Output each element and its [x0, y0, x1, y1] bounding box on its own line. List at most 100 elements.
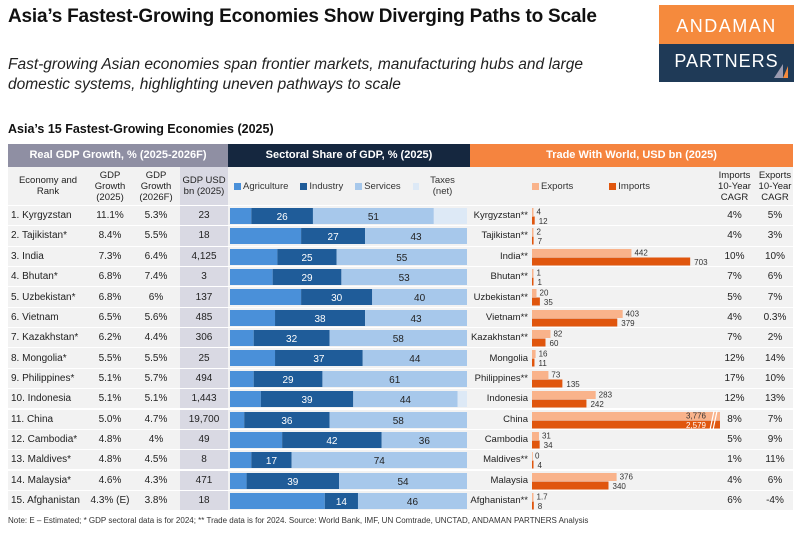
- sector-segment-agriculture: [230, 431, 283, 448]
- sector-value-label: 27: [328, 232, 340, 243]
- exports-cagr: 6%: [767, 271, 783, 283]
- sector-segment-services: [336, 248, 467, 265]
- sector-value-label: 55: [396, 253, 408, 264]
- gdp-growth-2026: 5.5%: [144, 230, 168, 242]
- sector-segment-services: [365, 309, 467, 326]
- sector-group-header: Sectoral Share of GDP, % (2025): [228, 144, 470, 167]
- exports-value-label: 82: [553, 330, 562, 339]
- legend-swatch: [355, 182, 363, 190]
- trade-country-name: Kyrgyzstan**: [473, 210, 528, 222]
- imports-bar: [532, 501, 534, 510]
- sector-segment-industry: [251, 208, 313, 224]
- exports-value-label: 1.7: [537, 492, 549, 501]
- page-title: Asia’s Fastest-Growing Economies Show Di…: [8, 6, 597, 27]
- exports-value-label: 2: [537, 228, 542, 237]
- imports-value-label: 11: [538, 359, 547, 368]
- sector-segment-agriculture: [230, 330, 254, 347]
- imports-bar: [532, 420, 720, 428]
- imports-bar: [532, 297, 540, 306]
- table-row: 8. Mongolia* 5.5% 5.5% 25 Mongolia 12% 14% 37 44…: [8, 347, 793, 368]
- exports-value-label: 283: [599, 391, 613, 400]
- exports-cagr: 11%: [765, 454, 785, 466]
- sail-icon: [774, 64, 788, 78]
- gdp-usd: 471: [180, 470, 228, 490]
- imports-value-label: 12: [539, 217, 548, 226]
- trade-country-name: Uzbekistan**: [473, 291, 528, 303]
- imports-value-label: 8: [538, 502, 543, 511]
- imports-cagr: 8%: [727, 413, 742, 425]
- gdp-growth-2026: 4.4%: [144, 332, 168, 344]
- imports-bar: [532, 236, 534, 245]
- sector-value-label: 58: [393, 416, 405, 427]
- sector-segment-agriculture: [230, 269, 273, 286]
- exports-cagr: 2%: [767, 332, 783, 344]
- exports-bar: [532, 330, 551, 339]
- sector-segment-industry: [275, 350, 363, 367]
- trade-country-name: Mongolia: [489, 352, 528, 364]
- exports-bar: [532, 452, 533, 461]
- exports-bar: [532, 289, 537, 298]
- economy-name: 12. Cambodia*: [11, 433, 78, 445]
- exports-cagr: 0.3%: [763, 311, 787, 323]
- sector-value-label: 58: [393, 334, 405, 345]
- exports-bar: [532, 309, 623, 318]
- gdp-usd: 8: [180, 450, 228, 470]
- sector-segment-services: [353, 391, 458, 408]
- sector-segment-agriculture: [230, 248, 278, 265]
- col-header-imports-cagr: Imports 10-Year CAGR: [712, 167, 757, 205]
- gdp-growth-2025: 5.1%: [98, 393, 122, 405]
- exports-value-label: 31: [542, 431, 551, 440]
- exports-value-label: 442: [634, 248, 648, 257]
- gdp-growth-2026: 4.3%: [144, 474, 168, 486]
- table-row: 4. Bhutan* 6.8% 7.4% 3 Bhutan** 7% 6% 29 53 1 1: [8, 266, 793, 287]
- gdp-growth-2026: 5.3%: [144, 210, 168, 222]
- gdp-growth-2025: 6.8%: [98, 291, 122, 303]
- sector-value-label: 17: [266, 456, 278, 467]
- sector-bar: 39 54: [230, 472, 467, 489]
- trade-country-name: Malaysia: [490, 474, 529, 486]
- col-header-economy: Economy and Rank: [8, 167, 88, 205]
- section-title: Asia’s 15 Fastest-Growing Economies (202…: [8, 122, 274, 136]
- sector-segment-industry: [324, 492, 358, 509]
- table-row: 11. China 5.0% 4.7% 19,700 China 8% 7% 36 58 3,77…: [8, 408, 793, 430]
- sector-value-label: 25: [301, 253, 313, 264]
- trade-country-name: Indonesia: [486, 393, 528, 405]
- logo-bottom: PARTNERS: [659, 44, 794, 82]
- exports-bar: [532, 350, 536, 359]
- sector-value-label: 44: [400, 395, 412, 406]
- sector-bar: 29 61: [230, 370, 467, 387]
- legend-swatch: [412, 182, 420, 190]
- gdp-growth-2026: 3.8%: [144, 495, 168, 507]
- sector-segment-services: [322, 370, 467, 387]
- sector-value-label: 32: [286, 334, 298, 345]
- gdp-growth-2026: 7.4%: [144, 271, 168, 283]
- sector-segment-services: [381, 431, 467, 448]
- exports-cagr: 3%: [767, 230, 783, 242]
- col-header-usd: GDP USD bn (2025): [180, 167, 228, 205]
- table-row: 12. Cambodia* 4.8% 4% 49 Cambodia 5% 9% 42 36 31 3…: [8, 428, 793, 450]
- sector-bar: 30 40: [230, 289, 467, 306]
- exports-value-label: 1: [537, 269, 542, 278]
- economy-name: 2. Tajikistan*: [11, 230, 67, 242]
- exports-cagr: 14%: [764, 352, 785, 364]
- gdp-usd: 485: [180, 307, 228, 328]
- trade-country-name: Kazakhstan**: [470, 332, 528, 344]
- exports-value-label: 4: [537, 208, 542, 217]
- imports-bar: [532, 358, 535, 367]
- sector-value-label: 40: [414, 293, 426, 304]
- exports-cagr: -4%: [766, 495, 784, 507]
- sector-value-label: 36: [281, 416, 293, 427]
- imports-bar: [532, 277, 534, 286]
- table-row: 2. Tajikistan* 8.4% 5.5% 18 Tajikistan** 4% 3%…: [8, 225, 793, 246]
- imports-bar: [532, 257, 691, 266]
- sector-segment-agriculture: [230, 208, 252, 224]
- sector-segment-agriculture: [230, 370, 254, 387]
- imports-value-label: 4: [538, 461, 543, 470]
- sector-segment-industry: [282, 431, 382, 448]
- gdp-usd: 18: [180, 226, 228, 246]
- footnote: Note: E – Estimated; * GDP sectoral data…: [8, 516, 589, 525]
- trade-bars: 27: [532, 228, 543, 246]
- economy-name: 9. Philippines*: [11, 372, 75, 384]
